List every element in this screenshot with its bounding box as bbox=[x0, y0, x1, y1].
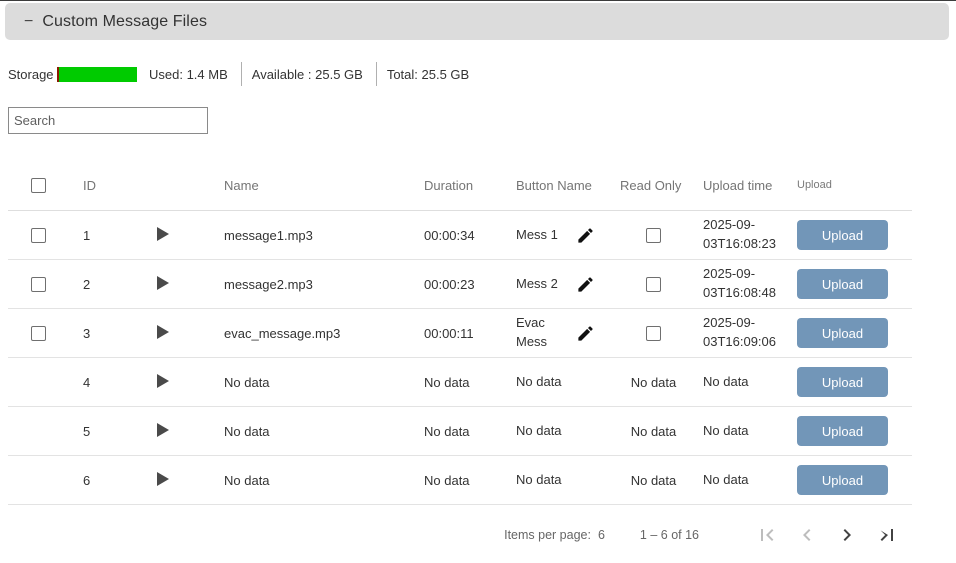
row-name: message2.mp3 bbox=[224, 276, 313, 292]
storage-used-segment bbox=[57, 66, 59, 82]
page-top-border bbox=[0, 0, 956, 1]
upload-button[interactable]: Upload bbox=[797, 220, 888, 250]
read-only-checkbox[interactable] bbox=[646, 227, 661, 243]
row-duration: 00:00:34 bbox=[424, 227, 475, 243]
collapse-toggle-icon[interactable]: − bbox=[24, 12, 34, 30]
row-upload-time: 2025-09-03T16:09:06 bbox=[703, 315, 777, 349]
storage-usage-bar bbox=[57, 66, 137, 82]
header-name: Name bbox=[224, 177, 259, 193]
row-read-only-text: No data bbox=[630, 374, 677, 390]
storage-divider bbox=[375, 62, 377, 86]
row-duration: No data bbox=[424, 472, 470, 488]
row-name: No data bbox=[224, 374, 270, 390]
row-read-only-text: No data bbox=[630, 472, 677, 488]
message-files-table: ID Name Duration Button Name Read Only U… bbox=[8, 160, 912, 505]
header-id: ID bbox=[83, 177, 96, 193]
table-row: 2 message2.mp3 00:00:23 Mess 2 2025-09-0… bbox=[8, 260, 912, 309]
play-icon[interactable] bbox=[157, 373, 169, 388]
search-input[interactable] bbox=[8, 107, 208, 134]
play-icon[interactable] bbox=[157, 275, 169, 290]
storage-used-text: Used: 1.4 MB bbox=[149, 66, 228, 82]
row-id: 4 bbox=[83, 374, 91, 390]
row-name: No data bbox=[224, 472, 270, 488]
row-name: No data bbox=[224, 423, 270, 439]
upload-button[interactable]: Upload bbox=[797, 416, 888, 446]
edit-icon[interactable] bbox=[576, 226, 595, 245]
row-button-name: No data bbox=[516, 471, 562, 487]
row-id: 1 bbox=[83, 227, 91, 243]
row-duration: No data bbox=[424, 374, 470, 390]
items-per-page-value[interactable]: 6 bbox=[597, 528, 605, 542]
row-button-name: Mess 2 bbox=[516, 275, 558, 291]
row-duration: 00:00:11 bbox=[424, 325, 474, 341]
row-button-name: No data bbox=[516, 422, 562, 438]
chevron-right-icon[interactable] bbox=[835, 523, 859, 547]
read-only-checkbox[interactable] bbox=[646, 325, 661, 341]
row-select-checkbox[interactable] bbox=[31, 326, 46, 342]
row-name: message1.mp3 bbox=[224, 227, 313, 243]
storage-available-text: Available : 25.5 GB bbox=[251, 66, 363, 82]
upload-button[interactable]: Upload bbox=[797, 367, 888, 397]
row-select-checkbox[interactable] bbox=[31, 277, 46, 293]
edit-icon[interactable] bbox=[576, 324, 595, 343]
row-read-only-text: No data bbox=[630, 423, 677, 439]
header-duration: Duration bbox=[424, 177, 474, 193]
table-row: 1 message1.mp3 00:00:34 Mess 1 2025-09-0… bbox=[8, 211, 912, 260]
table-row: 5 No data No data No data No data No dat… bbox=[8, 407, 912, 456]
table-row: 4 No data No data No data No data No dat… bbox=[8, 358, 912, 407]
row-upload-time: 2025-09-03T16:08:23 bbox=[703, 217, 777, 251]
storage-label: Storage bbox=[8, 66, 54, 82]
row-upload-time: No data bbox=[703, 422, 749, 438]
row-upload-time: No data bbox=[703, 373, 749, 389]
row-upload-time: No data bbox=[703, 471, 749, 487]
table-header-row: ID Name Duration Button Name Read Only U… bbox=[8, 160, 912, 211]
items-per-page-label: Items per page: bbox=[504, 528, 591, 542]
row-id: 2 bbox=[83, 276, 91, 292]
select-all-checkbox[interactable] bbox=[31, 178, 46, 194]
upload-button[interactable]: Upload bbox=[797, 318, 888, 348]
chevron-left-icon[interactable] bbox=[795, 523, 819, 547]
storage-row: Storage Used: 1.4 MB Available : 25.5 GB… bbox=[8, 61, 469, 87]
row-id: 6 bbox=[83, 472, 91, 488]
table-row: 6 No data No data No data No data No dat… bbox=[8, 456, 912, 505]
row-button-name: No data bbox=[516, 373, 562, 389]
play-icon[interactable] bbox=[157, 471, 169, 486]
header-upload-time: Upload time bbox=[703, 177, 773, 193]
last-page-icon[interactable] bbox=[875, 523, 899, 547]
table-body: 1 message1.mp3 00:00:34 Mess 1 2025-09-0… bbox=[8, 211, 912, 505]
panel-header: − Custom Message Files bbox=[5, 3, 949, 40]
upload-button[interactable]: Upload bbox=[797, 269, 888, 299]
play-icon[interactable] bbox=[157, 422, 169, 437]
header-read-only: Read Only bbox=[620, 177, 682, 193]
read-only-checkbox[interactable] bbox=[646, 276, 661, 292]
table-row: 3 evac_message.mp3 00:00:11 Evac Mess 20… bbox=[8, 309, 912, 358]
row-duration: 00:00:23 bbox=[424, 276, 475, 292]
header-upload: Upload bbox=[797, 179, 832, 191]
page-title: Custom Message Files bbox=[42, 12, 208, 30]
upload-button[interactable]: Upload bbox=[797, 465, 888, 495]
storage-total-text: Total: 25.5 GB bbox=[386, 66, 470, 82]
row-name: evac_message.mp3 bbox=[224, 325, 341, 341]
row-button-name: Mess 1 bbox=[516, 226, 558, 242]
storage-divider bbox=[240, 62, 242, 86]
row-id: 5 bbox=[83, 423, 91, 439]
edit-icon[interactable] bbox=[576, 275, 595, 294]
row-select-checkbox[interactable] bbox=[31, 228, 46, 244]
header-button-name: Button Name bbox=[516, 177, 592, 193]
row-upload-time: 2025-09-03T16:08:48 bbox=[703, 266, 777, 300]
row-button-name: Evac Mess bbox=[516, 315, 548, 349]
play-icon[interactable] bbox=[157, 226, 169, 241]
first-page-icon[interactable] bbox=[755, 523, 779, 547]
paginator: Items per page: 6 1 – 6 of 16 bbox=[8, 517, 912, 553]
row-id: 3 bbox=[83, 325, 91, 341]
play-icon[interactable] bbox=[157, 324, 169, 339]
page-range-label: 1 – 6 of 16 bbox=[639, 528, 699, 542]
row-duration: No data bbox=[424, 423, 470, 439]
